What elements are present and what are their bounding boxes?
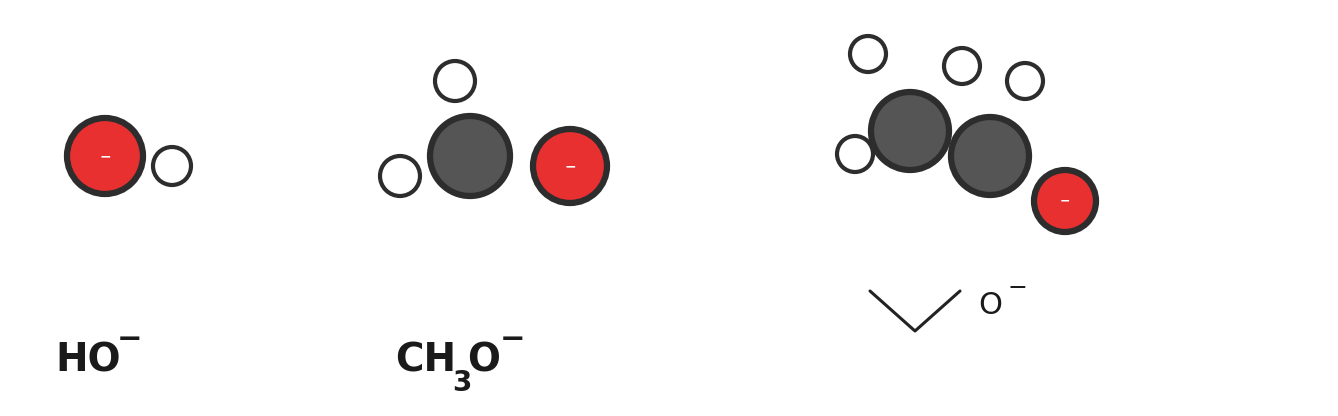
Text: −: − bbox=[99, 149, 111, 163]
Text: −: − bbox=[565, 159, 575, 173]
Text: HO: HO bbox=[55, 342, 120, 380]
Circle shape bbox=[838, 136, 872, 172]
Circle shape bbox=[1008, 63, 1044, 99]
Text: −: − bbox=[500, 324, 526, 354]
Circle shape bbox=[850, 36, 886, 72]
Circle shape bbox=[429, 116, 510, 196]
Text: −: − bbox=[1060, 195, 1070, 208]
Circle shape bbox=[951, 117, 1029, 195]
Circle shape bbox=[871, 92, 949, 170]
Text: 3: 3 bbox=[452, 369, 471, 397]
Circle shape bbox=[153, 147, 191, 185]
Circle shape bbox=[1034, 170, 1096, 232]
Text: CH: CH bbox=[395, 342, 456, 380]
Circle shape bbox=[67, 118, 143, 194]
Text: O: O bbox=[978, 292, 1002, 320]
Circle shape bbox=[380, 156, 420, 196]
Circle shape bbox=[435, 61, 475, 101]
Circle shape bbox=[945, 48, 979, 84]
Circle shape bbox=[533, 129, 607, 203]
Text: O: O bbox=[467, 342, 500, 380]
Text: −: − bbox=[1008, 276, 1028, 300]
Text: −: − bbox=[116, 324, 143, 354]
